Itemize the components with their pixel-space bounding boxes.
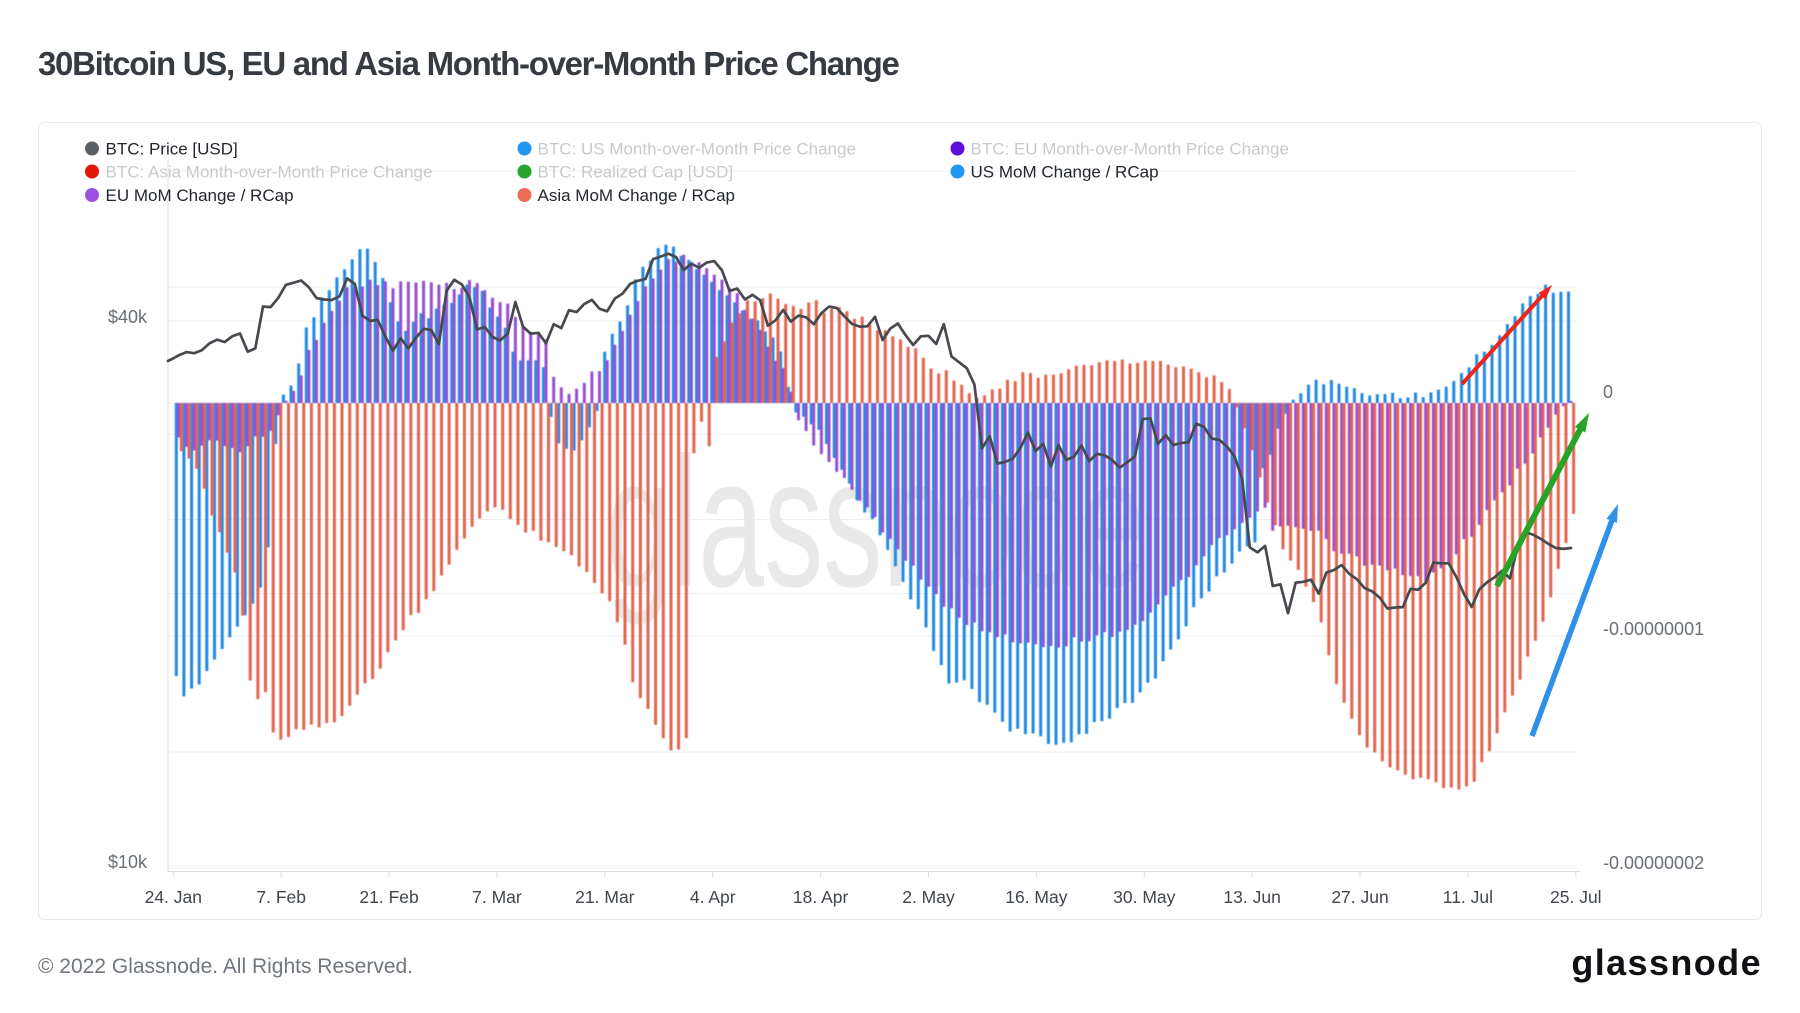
svg-text:4. Apr: 4. Apr <box>690 887 736 907</box>
svg-text:Asia MoM Change / RCap: Asia MoM Change / RCap <box>538 186 735 205</box>
svg-text:18. Apr: 18. Apr <box>793 887 849 907</box>
svg-text:24. Jan: 24. Jan <box>145 887 202 907</box>
svg-text:-0.00000002: -0.00000002 <box>1603 853 1704 873</box>
svg-text:$40k: $40k <box>108 307 148 327</box>
svg-text:$10k: $10k <box>108 852 148 872</box>
svg-text:BTC: US Month-over-Month Price: BTC: US Month-over-Month Price Change <box>538 140 856 159</box>
svg-text:BTC: Realized Cap [USD]: BTC: Realized Cap [USD] <box>538 163 734 182</box>
svg-text:30. May: 30. May <box>1113 887 1175 907</box>
svg-text:7. Feb: 7. Feb <box>256 887 306 907</box>
svg-text:13. Jun: 13. Jun <box>1223 887 1280 907</box>
svg-text:27. Jun: 27. Jun <box>1331 887 1388 907</box>
svg-text:BTC: EU Month-over-Month Price: BTC: EU Month-over-Month Price Change <box>971 140 1289 159</box>
svg-text:7. Mar: 7. Mar <box>472 887 522 907</box>
svg-text:2. May: 2. May <box>902 887 955 907</box>
svg-text:25. Jul: 25. Jul <box>1550 887 1602 907</box>
svg-text:-0.00000001: -0.00000001 <box>1603 619 1704 639</box>
svg-text:US MoM Change / RCap: US MoM Change / RCap <box>971 163 1159 182</box>
svg-text:BTC: Asia Month-over-Month Pri: BTC: Asia Month-over-Month Price Change <box>106 163 433 182</box>
svg-text:BTC: Price [USD]: BTC: Price [USD] <box>106 140 238 159</box>
svg-text:0: 0 <box>1603 382 1613 402</box>
svg-text:11. Jul: 11. Jul <box>1443 887 1493 907</box>
svg-text:16. May: 16. May <box>1005 887 1067 907</box>
svg-text:EU MoM Change / RCap: EU MoM Change / RCap <box>106 186 294 205</box>
svg-text:21. Mar: 21. Mar <box>575 887 634 907</box>
svg-text:21. Feb: 21. Feb <box>359 887 418 907</box>
